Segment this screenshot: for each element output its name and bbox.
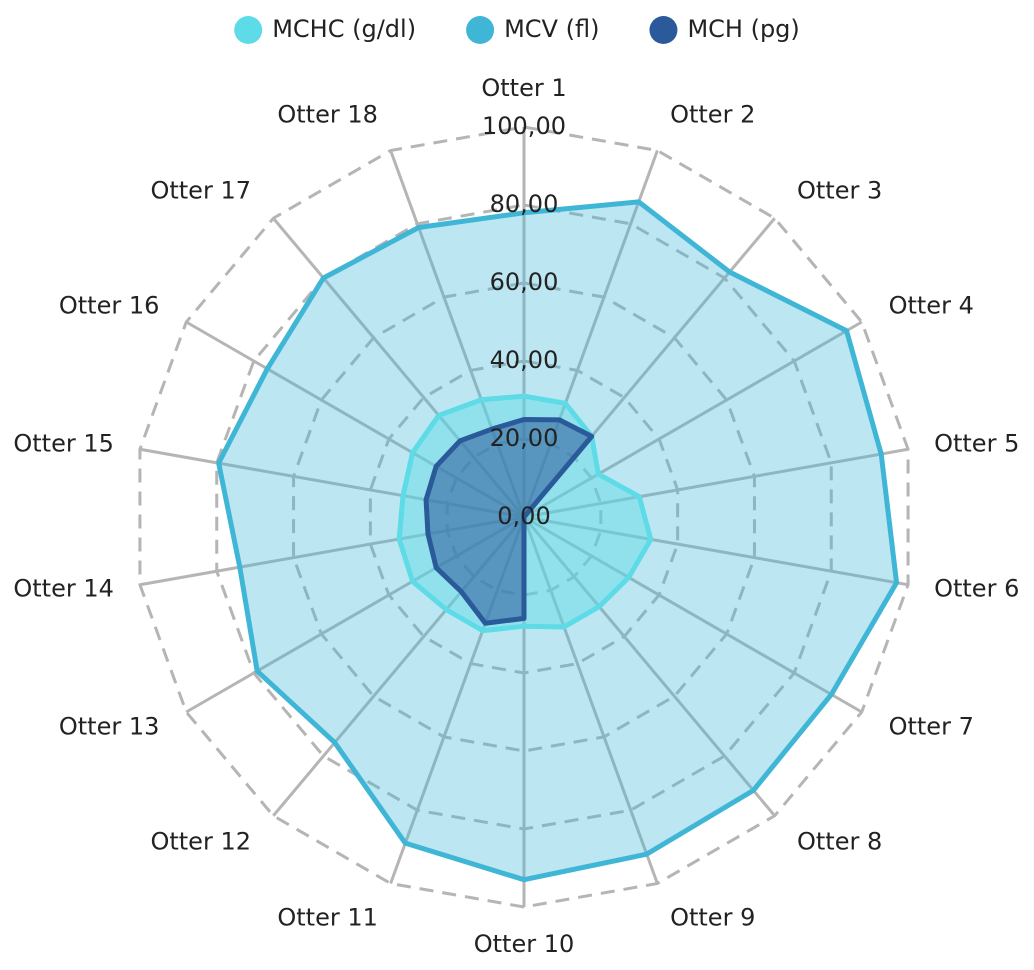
labels: 0,00 20,00 40,00 60,00 80,00 100,00 Otter 1 Ott… — [13, 74, 1019, 958]
category-label: Otter 15 — [13, 430, 114, 458]
category-label: Otter 14 — [13, 574, 114, 602]
legend-label: MCV (fl) — [504, 15, 599, 43]
category-label: Otter 3 — [797, 177, 882, 205]
tick-label: 0,00 — [497, 502, 550, 530]
category-label: Otter 18 — [277, 101, 378, 129]
category-label: Otter 9 — [670, 903, 755, 931]
category-label: Otter 6 — [934, 574, 1019, 602]
series — [216, 199, 900, 883]
category-label: Otter 12 — [150, 827, 251, 855]
legend-label: MCH (pg) — [687, 15, 799, 43]
category-label: Otter 16 — [59, 292, 160, 320]
tick-label: 60,00 — [490, 268, 559, 296]
spoke — [523, 320, 863, 519]
category-label: Otter 17 — [150, 177, 251, 205]
grid-ring — [138, 125, 910, 909]
category-label: Otter 13 — [59, 713, 160, 741]
category-label: Otter 2 — [670, 101, 755, 129]
tick-label: 100,00 — [482, 112, 566, 140]
grid-ring — [292, 281, 756, 753]
legend-item: MCH (pg) — [649, 15, 800, 44]
legend-marker — [466, 16, 495, 44]
legend: MCHC (g/dl) MCV (fl) MCH (pg) — [234, 15, 800, 44]
spoke — [523, 447, 909, 519]
tick-label: 40,00 — [490, 346, 559, 374]
tick-label: 20,00 — [490, 424, 559, 452]
grid-ring — [368, 359, 680, 675]
grid-ring — [215, 203, 833, 831]
spoke — [522, 516, 776, 817]
series-area — [423, 417, 595, 626]
tick-label: 80,00 — [490, 190, 559, 218]
legend-marker — [649, 16, 678, 44]
category-label: Otter 1 — [481, 74, 566, 102]
series-area — [216, 199, 900, 883]
category-label: Otter 4 — [889, 292, 974, 320]
category-label: Otter 10 — [474, 930, 575, 958]
legend-item: MCV (fl) — [466, 15, 599, 44]
category-label: Otter 7 — [889, 713, 974, 741]
spoke — [522, 516, 659, 884]
spoke — [523, 515, 909, 587]
category-label: Otter 5 — [934, 430, 1019, 458]
category-label: Otter 11 — [277, 903, 378, 931]
legend-marker — [234, 16, 263, 44]
legend-item: MCHC (g/dl) — [234, 15, 416, 44]
category-label: Otter 8 — [797, 827, 882, 855]
spoke — [523, 515, 863, 714]
legend-label: MCHC (g/dl) — [272, 15, 416, 43]
